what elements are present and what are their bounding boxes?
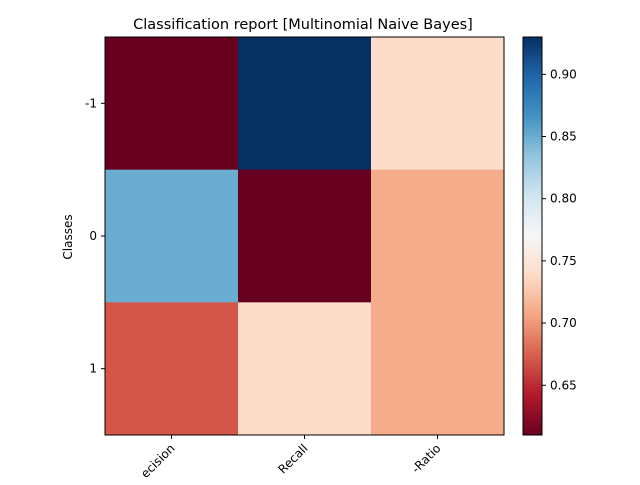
heatmap-cells <box>105 37 505 436</box>
y-tick-label: -1 <box>85 96 97 110</box>
heatmap-cell <box>238 169 372 303</box>
x-tick-label: Recall <box>275 441 310 476</box>
colorbar-tick-label: 0.65 <box>550 378 577 392</box>
heatmap-cell <box>238 302 372 436</box>
colorbar-tick-label: 0.80 <box>550 192 577 206</box>
heatmap-cell <box>105 37 239 171</box>
colorbar-tick-label: 0.85 <box>550 130 577 144</box>
y-axis-label: Classes <box>61 214 75 259</box>
y-tick-label: 1 <box>89 362 97 376</box>
heatmap-cell <box>105 302 239 436</box>
colorbar-ticks: 0.65 0.70 0.75 0.80 0.85 0.90 <box>542 67 577 392</box>
colorbar-tick-label: 0.75 <box>550 254 577 268</box>
colorbar <box>522 36 543 436</box>
y-tick-label: 0 <box>89 229 97 243</box>
colorbar-tick-label: 0.70 <box>550 316 577 330</box>
heatmap-cell <box>105 169 239 303</box>
colorbar-tick-label: 0.90 <box>550 67 577 81</box>
x-tick-label: -Ratio <box>409 441 444 476</box>
heatmap-cell <box>371 169 505 303</box>
heatmap-cell <box>238 37 372 171</box>
x-axis-ticks: ecision Recall -Ratio <box>138 435 444 481</box>
heatmap-cell <box>371 37 505 171</box>
y-axis-ticks: -1 0 1 <box>85 96 105 376</box>
x-tick-label: ecision <box>138 441 177 480</box>
heatmap-cell <box>371 302 505 436</box>
chart-title: Classification report [Multinomial Naive… <box>133 17 473 33</box>
